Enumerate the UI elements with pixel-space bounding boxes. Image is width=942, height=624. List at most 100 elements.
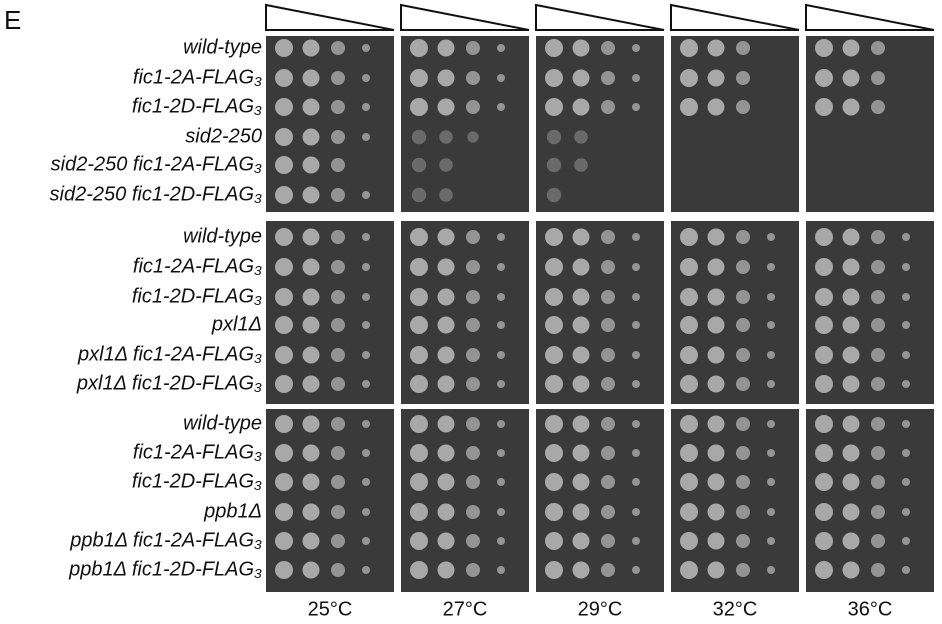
colony-spot bbox=[410, 561, 428, 579]
colony-spot bbox=[632, 449, 640, 457]
colony-spot bbox=[767, 449, 775, 457]
colony-spot bbox=[601, 417, 615, 431]
colony-spot bbox=[767, 420, 775, 428]
colony-spot bbox=[736, 41, 750, 55]
colony-spot bbox=[767, 263, 775, 271]
colony-spot bbox=[843, 347, 860, 364]
colony-spot bbox=[466, 348, 480, 362]
colony-spot bbox=[736, 230, 750, 244]
colony-spot bbox=[632, 508, 640, 516]
colony-spot bbox=[902, 293, 910, 301]
colony-spot bbox=[438, 99, 455, 116]
colony-spot bbox=[736, 377, 750, 391]
colony-spot bbox=[438, 289, 455, 306]
colony-spot bbox=[466, 318, 480, 332]
colony-spot bbox=[680, 69, 698, 87]
colony-spot bbox=[410, 288, 428, 306]
colony-spot bbox=[497, 233, 505, 241]
strain-label: sid2-250 bbox=[185, 125, 262, 147]
colony-spot bbox=[275, 503, 293, 521]
colony-spot bbox=[466, 100, 480, 114]
colony-spot bbox=[601, 563, 615, 577]
colony-spot bbox=[438, 445, 455, 462]
colony-spot bbox=[438, 347, 455, 364]
colony-spot bbox=[843, 416, 860, 433]
colony-spot bbox=[736, 563, 750, 577]
colony-spot bbox=[871, 100, 885, 114]
colony-spot bbox=[601, 290, 615, 304]
colony-spot bbox=[410, 98, 428, 116]
colony-spot bbox=[815, 258, 833, 276]
plate bbox=[806, 36, 934, 212]
colony-spot bbox=[843, 317, 860, 334]
colony-spot bbox=[497, 44, 505, 52]
colony-spot bbox=[843, 289, 860, 306]
colony-spot bbox=[871, 563, 885, 577]
colony-spot bbox=[410, 258, 428, 276]
colony-spot bbox=[362, 449, 370, 457]
colony-spot bbox=[497, 74, 505, 82]
strain-label: ppb1Δ fic1-2D-FLAG₃ bbox=[68, 558, 262, 580]
colony-spot bbox=[632, 420, 640, 428]
colony-spot bbox=[275, 258, 293, 276]
colony-spot bbox=[545, 346, 563, 364]
colony-spot bbox=[275, 444, 293, 462]
strain-label: ppb1Δ bbox=[203, 500, 262, 522]
colony-spot bbox=[632, 293, 640, 301]
colony-spot bbox=[573, 376, 590, 393]
plate bbox=[536, 36, 664, 212]
colony-spot bbox=[871, 41, 885, 55]
colony-spot bbox=[815, 346, 833, 364]
colony-spot bbox=[767, 233, 775, 241]
colony-spot bbox=[547, 158, 561, 172]
colony-spot bbox=[362, 44, 370, 52]
colony-spot bbox=[466, 71, 480, 85]
colony-spot bbox=[439, 130, 453, 144]
panel-label: E bbox=[4, 5, 21, 35]
colony-spot bbox=[843, 70, 860, 87]
colony-spot bbox=[545, 228, 563, 246]
colony-spot bbox=[815, 69, 833, 87]
colony-spot bbox=[680, 39, 698, 57]
colony-spot bbox=[843, 99, 860, 116]
colony-spot bbox=[545, 258, 563, 276]
colony-spot bbox=[362, 263, 370, 271]
colony-spot bbox=[466, 446, 480, 460]
colony-spot bbox=[815, 98, 833, 116]
colony-spot bbox=[410, 375, 428, 393]
colony-spot bbox=[275, 346, 293, 364]
colony-spot bbox=[331, 158, 345, 172]
colony-spot bbox=[497, 537, 505, 545]
colony-spot bbox=[466, 230, 480, 244]
colony-spot bbox=[331, 505, 345, 519]
colony-spot bbox=[736, 446, 750, 460]
colony-spot bbox=[736, 534, 750, 548]
plate bbox=[266, 36, 394, 212]
temperature-label: 29°C bbox=[578, 598, 623, 620]
dilution-wedge bbox=[401, 5, 529, 30]
colony-spot bbox=[767, 566, 775, 574]
colony-spot bbox=[466, 290, 480, 304]
colony-spot bbox=[632, 380, 640, 388]
temperature-label: 25°C bbox=[308, 598, 353, 620]
colony-spot bbox=[545, 532, 563, 550]
colony-spot bbox=[815, 288, 833, 306]
colony-spot bbox=[767, 321, 775, 329]
strain-label: pxl1Δ fic1-2A-FLAG₃ bbox=[77, 343, 262, 365]
colony-spot bbox=[815, 375, 833, 393]
colony-spot bbox=[438, 533, 455, 550]
strain-label: fic1-2A-FLAG₃ bbox=[133, 255, 262, 277]
colony-spot bbox=[680, 228, 698, 246]
colony-spot bbox=[815, 561, 833, 579]
colony-spot bbox=[545, 561, 563, 579]
colony-spot bbox=[736, 475, 750, 489]
colony-spot bbox=[680, 473, 698, 491]
colony-spot bbox=[767, 478, 775, 486]
colony-spot bbox=[815, 503, 833, 521]
colony-spot bbox=[871, 71, 885, 85]
colony-spot bbox=[574, 130, 588, 144]
colony-spot bbox=[467, 131, 478, 142]
colony-spot bbox=[410, 69, 428, 87]
colony-spot bbox=[438, 416, 455, 433]
colony-spot bbox=[601, 475, 615, 489]
